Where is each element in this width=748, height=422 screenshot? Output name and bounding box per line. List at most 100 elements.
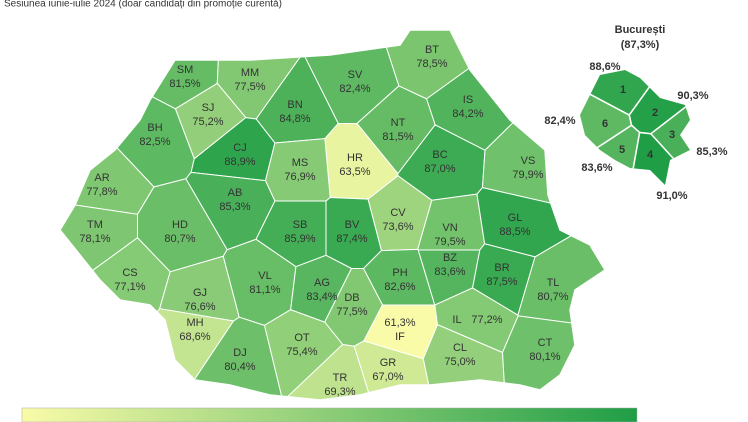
county-value: 75,4% xyxy=(286,346,317,358)
county-code: TR xyxy=(333,372,348,384)
county-value: 77,2% xyxy=(471,314,502,326)
county-value: 81,5% xyxy=(382,131,413,143)
county-code: BR xyxy=(494,262,509,274)
county-value: 87,4% xyxy=(336,233,367,245)
county-value: 87,5% xyxy=(486,276,517,288)
county-code: PH xyxy=(392,267,407,279)
sector-value: 82,4% xyxy=(544,115,575,127)
county-value: 76,6% xyxy=(184,301,215,313)
county-value: 77,5% xyxy=(336,306,367,318)
sector-number: 4 xyxy=(647,149,654,161)
county-code: CJ xyxy=(233,142,246,154)
sector-value: 88,6% xyxy=(589,61,620,73)
county-code: SJ xyxy=(202,102,215,114)
county-code: AR xyxy=(94,172,109,184)
county-value: 73,6% xyxy=(382,221,413,233)
county-code: VL xyxy=(258,270,271,282)
county-code: CV xyxy=(390,207,406,219)
sector-number: 6 xyxy=(602,118,608,130)
county-code: HR xyxy=(347,152,363,164)
county-code: BH xyxy=(147,122,162,134)
county-code: SB xyxy=(293,219,308,231)
sector-number: 5 xyxy=(619,144,625,156)
sector xyxy=(580,70,690,117)
labels: SM 81,5% MM 77,5% BT 78,5% SV 82,4% SJ 75,2% BN 84,… xyxy=(79,44,568,398)
county-code: GL xyxy=(508,212,523,224)
county-value: 85,3% xyxy=(219,201,250,213)
sector-value: 90,3% xyxy=(677,90,708,102)
county-value: 87,0% xyxy=(424,163,455,175)
county-value: 76,9% xyxy=(284,171,315,183)
county-code: DB xyxy=(344,292,359,304)
county-value: 88,5% xyxy=(499,226,530,238)
sector-number: 3 xyxy=(669,129,675,141)
county-code: NT xyxy=(391,117,406,129)
county-code: VN xyxy=(442,222,457,234)
county-value: 80,4% xyxy=(224,361,255,373)
county-value: 75,2% xyxy=(192,116,223,128)
county-value: 79,5% xyxy=(434,236,465,248)
county xyxy=(264,138,331,202)
county-code: VS xyxy=(521,155,536,167)
sector-value: 85,3% xyxy=(696,146,727,158)
county-value: 77,5% xyxy=(234,81,265,93)
county-code: GR xyxy=(380,357,397,369)
county xyxy=(60,30,155,215)
county-value: 80,7% xyxy=(537,291,568,303)
sector xyxy=(628,70,690,135)
county-code: SV xyxy=(348,69,363,81)
county-value: 81,1% xyxy=(249,284,280,296)
county-code: TL xyxy=(547,277,560,289)
subtitle: Sesiunea iunie-iulie 2024 (doar candidaț… xyxy=(4,0,282,10)
county-code: BZ xyxy=(443,252,457,264)
sector xyxy=(580,70,633,185)
county-code: MH xyxy=(186,317,203,329)
county-code: BC xyxy=(432,149,447,161)
color-legend xyxy=(21,407,638,422)
county-value: 68,6% xyxy=(179,331,210,343)
county-value: 63,5% xyxy=(339,166,370,178)
county-value: 82,4% xyxy=(339,83,370,95)
county-value: 80,7% xyxy=(164,233,195,245)
county-code: CT xyxy=(538,337,553,349)
county-code: BN xyxy=(287,99,302,111)
sector-value: 83,6% xyxy=(581,162,612,174)
county-code: IS xyxy=(463,94,473,106)
county-code: DJ xyxy=(233,347,246,359)
county-value: 82,5% xyxy=(139,136,170,148)
county-value: 79,9% xyxy=(512,169,543,181)
county-value: 85,9% xyxy=(284,233,315,245)
county-code: IL xyxy=(452,314,461,326)
sector-value: 91,0% xyxy=(656,190,687,202)
county-value: 82,6% xyxy=(384,281,415,293)
county-code: OT xyxy=(294,332,310,344)
county-code: BV xyxy=(345,219,360,231)
county xyxy=(60,237,171,400)
sector-number: 2 xyxy=(652,107,658,119)
county-code: CS xyxy=(122,267,137,279)
county-code: HD xyxy=(172,219,188,231)
bucharest-total: (87,3%) xyxy=(621,39,660,51)
county-code: CL xyxy=(453,342,467,354)
county-value: 69,3% xyxy=(324,386,355,398)
county-code: MM xyxy=(241,67,259,79)
county-code: IF xyxy=(395,331,405,343)
county-value: 84,8% xyxy=(279,113,310,125)
county-code: AG xyxy=(314,277,330,289)
county xyxy=(60,30,222,110)
county-code: MS xyxy=(292,157,309,169)
county xyxy=(501,315,605,400)
county-value: 78,5% xyxy=(416,58,447,70)
county-value: 83,4% xyxy=(306,291,337,303)
county-value: 75,0% xyxy=(444,356,475,368)
county-value: 61,3% xyxy=(384,317,415,329)
county-value: 67,0% xyxy=(372,371,403,383)
county-code: BT xyxy=(425,44,439,56)
county-value: 88,9% xyxy=(224,156,255,168)
county-value: 78,1% xyxy=(79,233,110,245)
county-code: SM xyxy=(177,64,194,76)
county-code: AB xyxy=(228,187,243,199)
